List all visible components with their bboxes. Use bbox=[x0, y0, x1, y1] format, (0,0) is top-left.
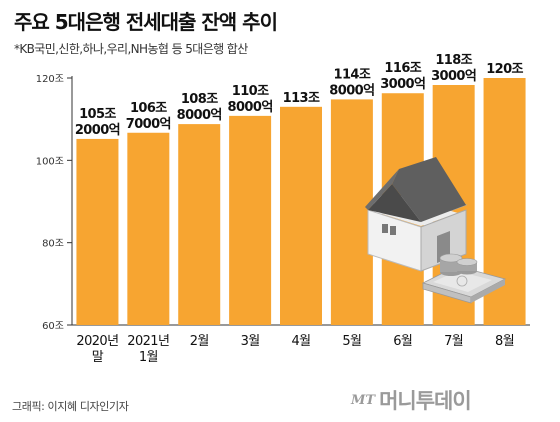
data-label: 116조 bbox=[384, 61, 421, 76]
bar bbox=[127, 132, 170, 325]
bar bbox=[280, 106, 322, 325]
data-label: 118조 bbox=[435, 53, 472, 68]
x-tick-label: 2020년 bbox=[76, 334, 118, 349]
bar bbox=[76, 138, 119, 325]
y-tick-label: 80조 bbox=[42, 239, 64, 250]
x-tick-label: 3월 bbox=[241, 334, 260, 349]
data-label: 2000억 bbox=[75, 123, 120, 138]
coin-stack-icon bbox=[439, 253, 478, 276]
chart-subtitle: *KB국민,신한,하나,우리,NH농협 등 5대은행 합산 bbox=[14, 42, 248, 56]
y-tick-label: 60조 bbox=[42, 321, 64, 332]
bar bbox=[330, 99, 373, 325]
bar bbox=[178, 124, 221, 326]
data-label: 110조 bbox=[232, 84, 269, 99]
x-tick-label: 말 bbox=[92, 350, 104, 365]
data-label: 7000억 bbox=[126, 117, 171, 132]
data-label: 3000억 bbox=[380, 77, 425, 92]
data-label: 120조 bbox=[486, 62, 523, 77]
data-label: 3000억 bbox=[431, 69, 476, 84]
logo-name: 머니투데이 bbox=[379, 389, 472, 413]
data-label: 105조 bbox=[79, 107, 116, 122]
y-tick-label: 120조 bbox=[36, 74, 64, 85]
data-label: 8000억 bbox=[329, 83, 374, 98]
x-tick-label: 4월 bbox=[291, 334, 310, 349]
data-label: 114조 bbox=[334, 67, 371, 82]
publisher-logo: MT 머니투데이 bbox=[351, 384, 472, 416]
house-window bbox=[390, 226, 396, 235]
data-labels-layer: 105조2000억106조7000억108조8000억110조8000억113조… bbox=[75, 53, 524, 138]
data-label: 106조 bbox=[130, 101, 167, 116]
x-tick-label: 2월 bbox=[190, 334, 209, 349]
x-tick-label: 7월 bbox=[444, 334, 463, 349]
data-label: 8000억 bbox=[177, 108, 222, 123]
data-label: 108조 bbox=[181, 92, 218, 107]
house-window bbox=[382, 224, 388, 233]
logo-mark: MT bbox=[351, 392, 376, 408]
x-tick-label: 5월 bbox=[342, 334, 361, 349]
y-tick-label: 100조 bbox=[36, 156, 64, 167]
graphic-credit: 그래픽: 이지혜 디자인기자 bbox=[12, 400, 129, 413]
x-tick-label: 8월 bbox=[495, 334, 514, 349]
x-tick-label: 6월 bbox=[393, 334, 412, 349]
data-label: 8000억 bbox=[228, 100, 273, 115]
bar bbox=[229, 115, 272, 325]
data-label: 113조 bbox=[283, 91, 320, 106]
chart-title: 주요 5대은행 전세대출 잔액 추이 bbox=[14, 10, 278, 34]
x-tick-label: 2021년 bbox=[127, 334, 169, 349]
x-tick-label: 1월 bbox=[139, 350, 158, 365]
